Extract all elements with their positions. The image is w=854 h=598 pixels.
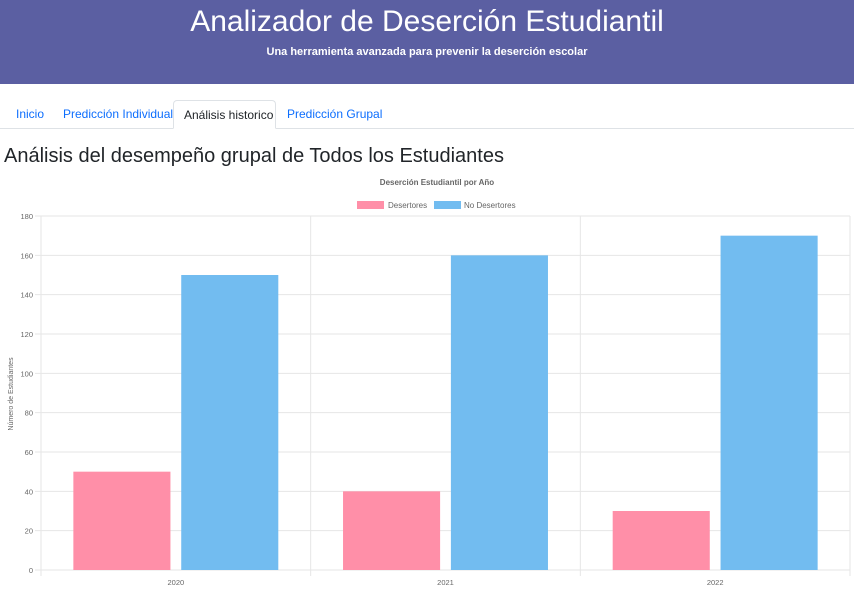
app-header: Analizador de Deserción Estudiantil Una … [0, 0, 854, 84]
x-tick-label: 2021 [437, 578, 454, 587]
y-tick-label: 160 [20, 251, 33, 260]
legend-swatch-desertores [357, 201, 384, 209]
bar-chart: Deserción Estudiantil por Año Desertores… [8, 178, 851, 587]
y-tick-label: 120 [20, 330, 33, 339]
bar-no-desertores-2020[interactable] [181, 275, 279, 570]
y-tick-label: 60 [25, 448, 33, 457]
bar-desertores-2021[interactable] [343, 491, 441, 570]
bar-desertores-2020[interactable] [73, 471, 171, 570]
chart-legend: Desertores No Desertores [357, 201, 516, 210]
y-tick-label: 80 [25, 409, 33, 418]
bar-no-desertores-2022[interactable] [720, 235, 818, 570]
tab-analisis-historico[interactable]: Análisis historico [173, 100, 276, 129]
y-tick-label: 40 [25, 487, 33, 496]
y-tick-label: 100 [20, 369, 33, 378]
y-axis-label: Número de Estudiantes [8, 357, 15, 431]
x-tick-label: 2020 [167, 578, 184, 587]
app-title: Analizador de Deserción Estudiantil [190, 5, 664, 38]
legend-swatch-no-desertores [434, 201, 461, 209]
legend-label-desertores: Desertores [388, 201, 427, 210]
legend-label-no-desertores: No Desertores [464, 201, 516, 210]
tab-inicio[interactable]: Inicio [16, 107, 45, 121]
app-subtitle: Una herramienta avanzada para prevenir l… [266, 46, 588, 58]
bar-no-desertores-2021[interactable] [450, 255, 548, 570]
section-title: Análisis del desempeño grupal de Todos l… [4, 145, 504, 167]
y-tick-label: 140 [20, 291, 33, 300]
x-tick-label: 2022 [707, 578, 724, 587]
tab-prediccion-individual[interactable]: Predicción Individual [63, 107, 174, 121]
nav-tabs: Inicio Predicción Individual Análisis hi… [0, 100, 854, 129]
y-tick-label: 0 [29, 566, 33, 575]
tab-prediccion-grupal[interactable]: Predicción Grupal [287, 107, 383, 121]
y-tick-label: 20 [25, 527, 33, 536]
chart-title: Deserción Estudiantil por Año [380, 178, 494, 187]
y-tick-label: 180 [20, 212, 33, 221]
chart-container: Deserción Estudiantil por Año Desertores… [0, 172, 854, 593]
bar-desertores-2022[interactable] [612, 511, 710, 570]
